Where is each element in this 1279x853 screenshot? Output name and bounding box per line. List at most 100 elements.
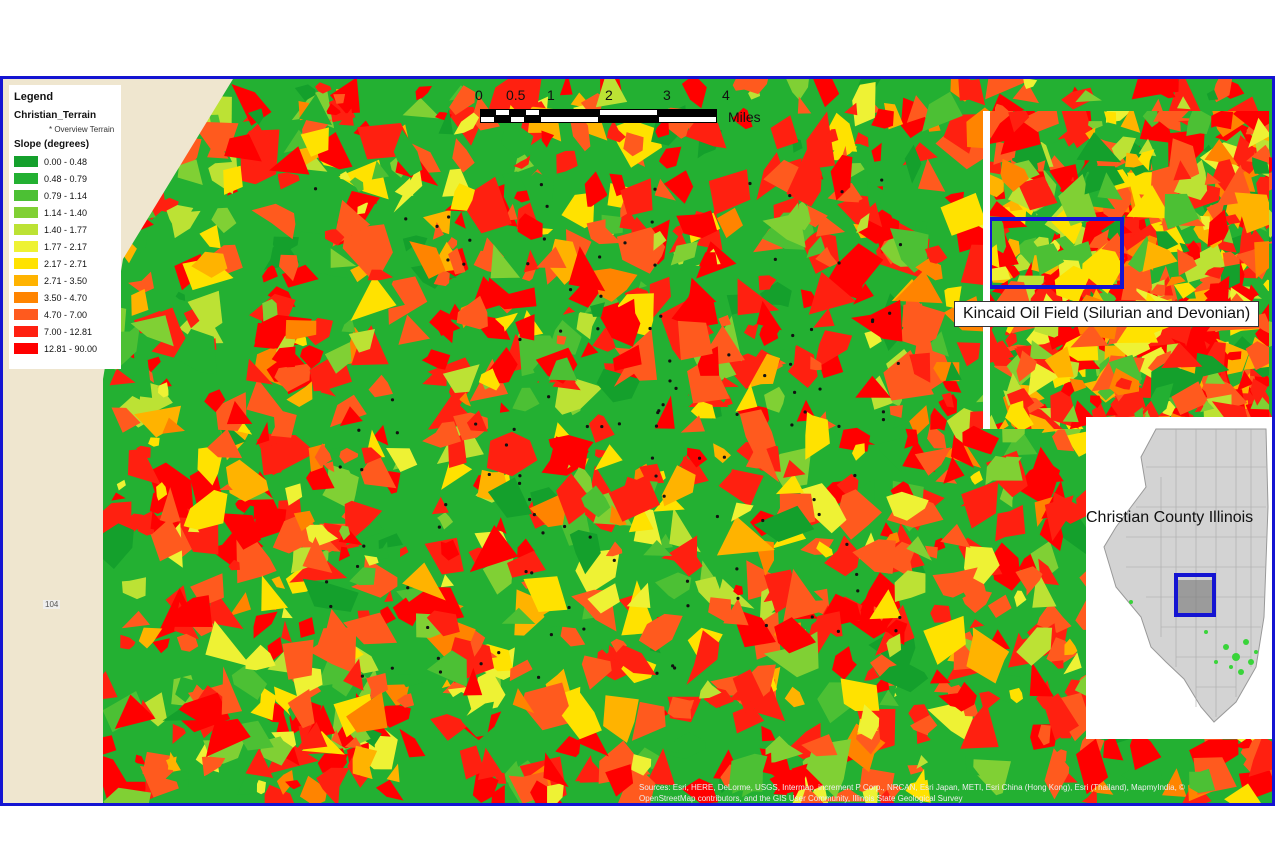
slope-polygon: [386, 448, 418, 472]
oil-field-inset[interactable]: [983, 111, 1269, 429]
slope-polygon: [459, 392, 471, 407]
slope-polygon: [285, 483, 303, 506]
slope-polygon: [441, 679, 451, 689]
slope-polygon: [251, 203, 296, 240]
map-frame[interactable]: 104 Legend Christian_Terrain * Overview …: [0, 76, 1275, 806]
slope-polygon: [1223, 228, 1234, 244]
slope-polygon: [620, 178, 653, 216]
slope-polygon: [283, 129, 314, 153]
slope-polygon: [878, 662, 929, 693]
scale-segment: [525, 109, 540, 116]
slope-polygon: [699, 680, 722, 699]
slope-polygon: [454, 211, 466, 229]
slope-polygon: [245, 644, 276, 671]
slope-polygon: [1252, 157, 1269, 174]
slope-polygon: [130, 315, 174, 347]
slope-polygon: [1150, 284, 1166, 297]
slope-polygon: [611, 645, 657, 676]
legend-label: 2.71 - 3.50: [44, 275, 88, 286]
slope-polygon: [786, 79, 809, 101]
slope-polygon: [256, 780, 266, 795]
slope-polygon: [1171, 381, 1209, 415]
attribution: Sources: Esri, HERE, DeLorme, USGS, Inte…: [639, 783, 1185, 803]
slope-polygon: [294, 84, 316, 101]
slope-polygon: [386, 763, 400, 783]
slope-polygon: [600, 298, 641, 347]
well-point: [360, 468, 364, 472]
slope-polygon: [281, 606, 293, 619]
legend-item: 12.81 - 90.00: [14, 340, 121, 357]
slope-polygon: [1087, 229, 1109, 249]
slope-polygon: [440, 574, 454, 588]
slope-polygon: [990, 414, 998, 429]
slope-polygon: [1207, 209, 1229, 248]
well-point: [845, 542, 849, 547]
slope-polygon: [985, 79, 1027, 100]
slope-polygon: [494, 312, 518, 332]
slope-polygon: [762, 202, 806, 248]
slope-polygon: [352, 745, 378, 780]
slope-polygon: [990, 216, 1007, 254]
slope-polygon: [814, 330, 853, 370]
slope-polygon: [930, 407, 947, 431]
slope-polygon: [444, 692, 472, 719]
slope-polygon: [1054, 749, 1067, 762]
scale-segment: [599, 116, 658, 123]
well-point: [672, 666, 677, 670]
slope-polygon: [590, 302, 605, 317]
slope-polygon: [816, 541, 833, 558]
slope-polygon: [1070, 324, 1109, 348]
slope-polygon: [886, 633, 902, 658]
well-point: [568, 288, 573, 292]
slope-polygon: [905, 779, 931, 803]
slope-polygon: [426, 610, 460, 637]
slope-polygon: [1142, 241, 1178, 273]
well-point: [648, 326, 652, 331]
slope-polygon: [1138, 149, 1155, 171]
well-point: [355, 564, 360, 569]
slope-polygon: [730, 502, 754, 522]
illinois-locator-map[interactable]: [1086, 417, 1272, 739]
well-point: [585, 424, 589, 429]
slope-polygon: [764, 386, 785, 413]
slope-polygon: [621, 580, 657, 636]
legend-item: 4.70 - 7.00: [14, 306, 121, 323]
well-point: [792, 390, 797, 394]
slope-polygon: [116, 479, 126, 491]
slope-polygon: [718, 469, 764, 507]
slope-polygon: [677, 320, 713, 361]
slope-polygon: [733, 584, 744, 596]
slope-polygon: [541, 130, 555, 148]
well-point: [898, 615, 902, 620]
slope-polygon: [680, 415, 705, 433]
slope-polygon: [339, 447, 359, 464]
well-point: [748, 181, 752, 186]
legend-swatch: [14, 326, 38, 337]
slope-polygon: [199, 224, 221, 249]
well-point: [653, 187, 657, 191]
legend-title: Legend: [14, 91, 54, 103]
slope-polygon: [659, 146, 682, 169]
slope-polygon: [907, 765, 925, 775]
slope-polygon: [293, 510, 315, 532]
slope-polygon: [1062, 405, 1079, 423]
slope-polygon: [787, 344, 818, 388]
slope-polygon: [338, 546, 350, 562]
well-point: [528, 497, 532, 502]
slope-polygon: [958, 574, 988, 598]
well-point: [436, 656, 440, 660]
slope-polygon: [1038, 724, 1051, 746]
slope-polygon: [852, 443, 865, 461]
slope-polygon: [1150, 383, 1174, 416]
slope-polygon: [264, 784, 295, 803]
slope-polygon: [282, 639, 314, 680]
slope-polygon: [643, 540, 673, 556]
slope-polygon: [331, 729, 343, 746]
slope-polygon: [375, 779, 404, 801]
slope-polygon: [990, 244, 1000, 268]
slope-polygon: [732, 107, 753, 130]
slope-polygon: [610, 638, 627, 655]
slope-polygon: [878, 789, 895, 803]
slope-polygon: [393, 129, 423, 177]
well-point: [836, 629, 840, 633]
